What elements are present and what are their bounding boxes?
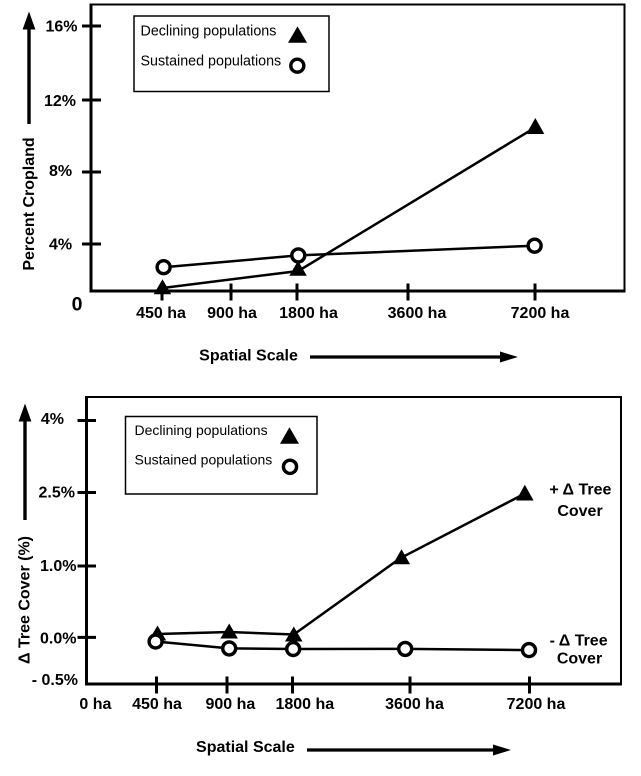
svg-text:0.0%: 0.0% xyxy=(40,631,76,648)
svg-text:+ Δ Tree: + Δ Tree xyxy=(549,482,611,499)
svg-text:1.0%: 1.0% xyxy=(40,558,76,575)
svg-text:0: 0 xyxy=(72,294,83,316)
svg-text:16%: 16% xyxy=(45,19,77,36)
svg-text:3600 ha: 3600 ha xyxy=(385,696,444,713)
svg-text:Cover: Cover xyxy=(557,651,602,668)
svg-text:Spatial Scale: Spatial Scale xyxy=(199,348,298,365)
svg-text:- 0.5%: - 0.5% xyxy=(32,672,78,689)
svg-text:Sustained populations: Sustained populations xyxy=(135,452,273,468)
svg-text:Declining populations: Declining populations xyxy=(141,24,277,40)
svg-text:12%: 12% xyxy=(44,93,76,110)
svg-text:450 ha: 450 ha xyxy=(132,696,182,713)
svg-text:3600 ha: 3600 ha xyxy=(388,305,447,322)
svg-text:450 ha: 450 ha xyxy=(136,305,186,322)
svg-text:8%: 8% xyxy=(49,163,72,180)
svg-text:1800 ha: 1800 ha xyxy=(279,305,338,322)
svg-text:2.5%: 2.5% xyxy=(39,485,75,502)
svg-text:Percent Cropland: Percent Cropland xyxy=(21,137,38,270)
svg-text:0 ha: 0 ha xyxy=(79,696,111,713)
svg-text:Sustained populations: Sustained populations xyxy=(141,54,282,70)
svg-text:900 ha: 900 ha xyxy=(207,305,257,322)
svg-text:Spatial Scale: Spatial Scale xyxy=(196,739,295,756)
svg-text:4%: 4% xyxy=(41,411,64,428)
svg-text:7200 ha: 7200 ha xyxy=(507,696,566,713)
svg-text:7200 ha: 7200 ha xyxy=(511,305,570,322)
svg-text:Declining populations: Declining populations xyxy=(135,422,268,438)
svg-text:- Δ Tree: - Δ Tree xyxy=(550,633,608,650)
svg-text:Cover: Cover xyxy=(557,503,602,520)
svg-text:4%: 4% xyxy=(49,237,72,254)
svg-text:1800 ha: 1800 ha xyxy=(275,696,334,713)
svg-text:900 ha: 900 ha xyxy=(205,696,255,713)
svg-text:Δ Tree Cover (%): Δ Tree Cover (%) xyxy=(17,536,34,664)
